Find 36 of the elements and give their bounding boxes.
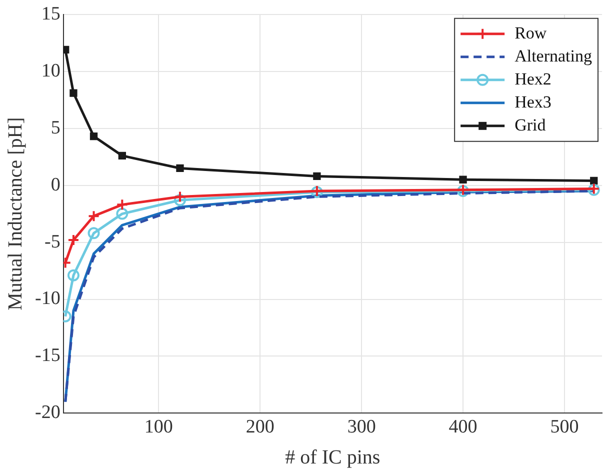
legend-label: Hex2 (514, 69, 552, 88)
point (88, 227, 100, 240)
x-tick-label: 200 (246, 416, 274, 438)
point (313, 172, 321, 180)
point (88, 210, 100, 222)
legend-label: Grid (514, 115, 546, 134)
y-tick-label: -10 (35, 288, 60, 310)
y-tick-label: -5 (44, 231, 60, 252)
x-tick-label: 400 (448, 416, 478, 438)
legend-label: Hex3 (514, 92, 552, 112)
point (67, 234, 80, 246)
y-tick-label: 10 (41, 60, 60, 82)
y-tick-label: -20 (35, 402, 60, 424)
x-axis-title: # of IC pins (285, 446, 380, 468)
point (459, 176, 467, 184)
point (116, 208, 128, 220)
point (90, 132, 98, 140)
point (174, 190, 186, 203)
y-tick-label: 0 (50, 174, 60, 196)
x-tick-label: 300 (347, 416, 376, 438)
x-tick-label: 500 (550, 416, 579, 438)
y-tick-label: 15 (41, 3, 60, 24)
point (67, 269, 80, 282)
legend-label: Row (514, 23, 548, 42)
point (70, 89, 78, 97)
point (118, 152, 126, 160)
y-axis-title: Mutual Inductance [pH] (4, 117, 26, 310)
legend-label: Alternating (514, 46, 592, 66)
x-tick-label: 100 (144, 416, 173, 438)
point (116, 198, 128, 211)
point (63, 46, 70, 54)
point (590, 176, 598, 185)
point (174, 194, 186, 206)
y-tick-label: 5 (50, 117, 60, 138)
y-tick-label: -15 (35, 345, 60, 366)
point (176, 164, 184, 172)
